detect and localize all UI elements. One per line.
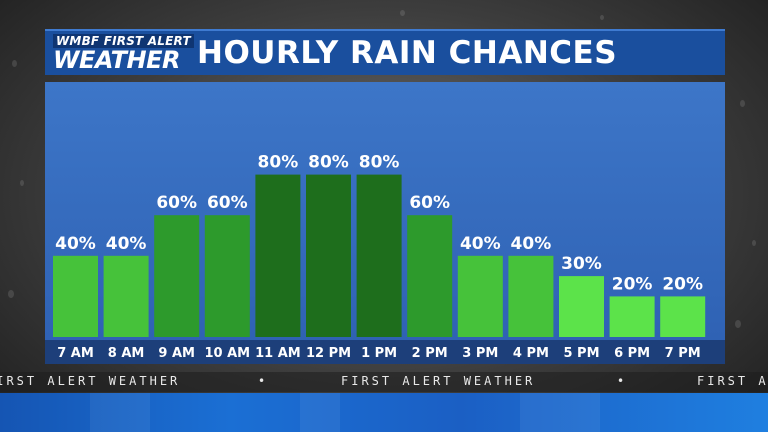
- bar-value-label: 60%: [409, 193, 450, 213]
- bar-8-am: [103, 255, 149, 337]
- x-tick-label: 12 PM: [306, 346, 351, 361]
- x-tick-label: 1 PM: [361, 346, 397, 361]
- ticker-text: FIRST ALERT WEATHER: [341, 374, 536, 388]
- x-tick-label: 7 PM: [665, 346, 701, 361]
- bar-value-label: 80%: [308, 153, 349, 173]
- bar-value-label: 40%: [511, 234, 552, 254]
- bar-7-am: [53, 255, 98, 337]
- x-tick-label: 11 AM: [255, 346, 301, 361]
- x-tick-label: 4 PM: [513, 346, 549, 361]
- bar-2-pm: [407, 215, 453, 337]
- x-tick-label: 7 AM: [57, 346, 94, 361]
- x-tick-label: 6 PM: [614, 346, 650, 361]
- bar-4-pm: [508, 255, 554, 337]
- bar-6-pm: [609, 296, 655, 337]
- x-tick-label: 5 PM: [563, 346, 599, 361]
- logo-top-text: WMBF FIRST ALERT: [53, 34, 194, 48]
- footer-bar: [0, 393, 768, 432]
- bar-value-label: 20%: [612, 274, 653, 294]
- page-title: HOURLY RAIN CHANCES: [197, 35, 618, 71]
- header-bar: WMBF FIRST ALERT WEATHER HOURLY RAIN CHA…: [45, 29, 725, 75]
- bar-3-pm: [457, 255, 503, 337]
- rain-drop: [740, 100, 745, 107]
- footer-stripe: [520, 393, 600, 432]
- bar-10-am: [204, 215, 250, 337]
- bar-7-pm: [660, 296, 706, 337]
- rain-drop: [8, 290, 14, 298]
- ticker-bar: FIRST ALERT WEATHER • FIRST ALERT WEATHE…: [0, 372, 768, 392]
- x-tick-label: 10 AM: [204, 346, 250, 361]
- footer-stripe: [90, 393, 150, 432]
- bar-value-label: 80%: [258, 153, 299, 173]
- bar-value-label: 20%: [662, 274, 703, 294]
- x-tick-label: 8 AM: [108, 346, 145, 361]
- bar-value-label: 40%: [106, 234, 147, 254]
- rain-drop: [752, 240, 756, 246]
- bar-value-label: 40%: [460, 234, 501, 254]
- bar-12-pm: [306, 174, 351, 337]
- station-logo: WMBF FIRST ALERT WEATHER: [53, 33, 194, 74]
- bar-value-label: 40%: [55, 234, 96, 254]
- ticker-separator: •: [617, 374, 625, 388]
- x-tick-label: 9 AM: [158, 346, 195, 361]
- rain-drop: [20, 180, 24, 186]
- footer-stripe: [300, 393, 340, 432]
- rain-drop: [12, 60, 17, 67]
- bar-value-label: 80%: [359, 153, 400, 173]
- ticker-text: FIRST ALERT WEATHER: [697, 374, 768, 388]
- bar-value-label: 30%: [561, 254, 602, 274]
- logo-bottom-text: WEATHER: [53, 46, 180, 74]
- bar-value-label: 60%: [156, 193, 197, 213]
- x-axis-band: [45, 340, 725, 364]
- x-tick-label: 3 PM: [462, 346, 498, 361]
- bar-value-label: 60%: [207, 193, 248, 213]
- bar-9-am: [154, 215, 200, 337]
- bar-5-pm: [559, 276, 604, 337]
- rain-drop: [400, 10, 405, 16]
- rain-drop: [735, 320, 741, 328]
- ticker-separator: •: [258, 374, 266, 388]
- ticker-text: FIRST ALERT WEATHER: [0, 374, 181, 388]
- bar-11-am: [255, 174, 301, 337]
- x-tick-label: 2 PM: [412, 346, 448, 361]
- bar-1-pm: [356, 174, 402, 337]
- rain-drop: [600, 15, 604, 20]
